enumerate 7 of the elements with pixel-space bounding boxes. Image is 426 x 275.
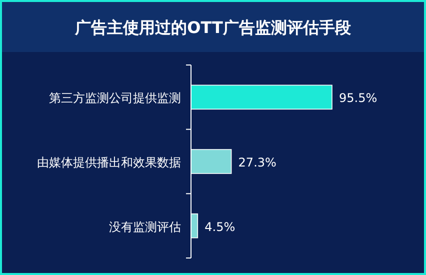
chart-title: 广告主使用过的OTT广告监测评估手段 [74, 18, 352, 37]
y-tick-label: 没有监测评估 [109, 220, 181, 234]
data-label: 95.5% [339, 91, 378, 106]
data-label: 4.5% [204, 220, 236, 234]
y-tick-label: 第三方监测公司提供监测 [49, 91, 181, 106]
data-label: 27.3% [238, 156, 276, 170]
y-tick-label: 由媒体提供播出和效果数据 [37, 156, 181, 170]
